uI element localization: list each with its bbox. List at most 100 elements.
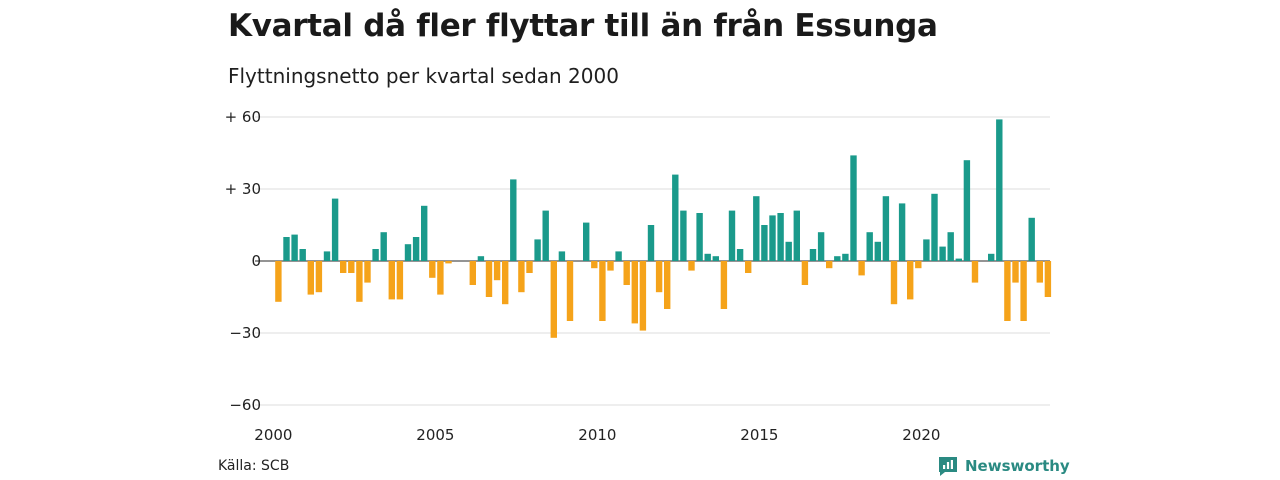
bar (583, 222, 590, 261)
bar (599, 261, 606, 321)
bar (364, 261, 371, 283)
y-tick-label: 0 (251, 252, 261, 270)
bar (275, 261, 282, 302)
bar (672, 174, 679, 261)
bar (518, 261, 525, 293)
bar (850, 155, 857, 261)
bar (736, 249, 744, 261)
bar (429, 261, 436, 278)
bar (696, 213, 703, 261)
brand-logo: Newsworthy (937, 455, 1070, 477)
bar (404, 244, 412, 261)
bar (647, 225, 655, 261)
bar (607, 261, 614, 271)
y-tick-label: −60 (229, 396, 261, 414)
bar (728, 210, 736, 261)
bar (907, 261, 914, 300)
bar (898, 203, 906, 261)
source-note: Källa: SCB (218, 458, 290, 474)
bar (380, 232, 387, 261)
bar (348, 261, 355, 273)
bar (469, 261, 476, 285)
bar (388, 261, 395, 300)
bar (1012, 261, 1019, 283)
bar (712, 256, 719, 261)
bar (655, 261, 663, 293)
bar (356, 261, 363, 302)
bar (1028, 217, 1035, 261)
bar (558, 251, 566, 261)
bar (299, 249, 306, 261)
bar (315, 261, 323, 293)
newsworthy-logo-icon (939, 457, 957, 476)
bar (1036, 261, 1043, 283)
bar (955, 258, 962, 261)
bar (485, 261, 493, 297)
bar (769, 215, 776, 261)
bar (307, 261, 314, 295)
bar (639, 261, 647, 331)
bar (477, 256, 485, 261)
bar (664, 261, 671, 309)
bar (283, 237, 290, 261)
bar (988, 253, 995, 261)
bar (493, 261, 501, 281)
x-axis-labels: 2000 2005 2010 2015 2020 (254, 426, 940, 444)
bar (858, 261, 865, 276)
bar (923, 239, 930, 261)
bar (874, 241, 881, 261)
bar (1020, 261, 1027, 321)
bar (826, 261, 833, 269)
bar (866, 232, 873, 261)
bar (834, 256, 841, 261)
bar (623, 261, 630, 285)
bar (761, 225, 768, 261)
bar (801, 261, 809, 285)
bar (971, 261, 979, 283)
y-tick-label: + 30 (225, 180, 261, 198)
bar (996, 119, 1003, 262)
y-tick-label: + 60 (225, 108, 261, 126)
bar (591, 261, 598, 269)
bar (680, 210, 687, 261)
bar (1004, 261, 1011, 321)
bars (275, 119, 1052, 338)
bar (785, 241, 792, 261)
x-tick-label: 2005 (416, 426, 454, 444)
bar (842, 253, 849, 261)
bar (502, 261, 509, 305)
bar (437, 261, 444, 295)
bar (817, 232, 825, 261)
bar (421, 205, 428, 261)
bar (890, 261, 898, 305)
bar (1044, 261, 1052, 297)
bar (809, 249, 817, 261)
bar (915, 261, 922, 269)
bar (550, 261, 557, 338)
bar (882, 196, 890, 261)
bar (931, 193, 938, 261)
bar (542, 210, 549, 261)
bar (291, 234, 298, 261)
chart-subtitle: Flyttningsnetto per kvartal sedan 2000 (228, 64, 619, 88)
bar-chart: + 60 + 30 0 −30 −60 2000 2005 2010 2015 2020 (225, 108, 1052, 444)
x-tick-label: 2015 (740, 426, 778, 444)
bar (615, 251, 622, 261)
bar (372, 249, 379, 261)
y-tick-label: −30 (229, 324, 261, 342)
bar (939, 246, 946, 261)
bar (688, 261, 695, 271)
bar (526, 261, 533, 273)
bar (631, 261, 638, 324)
chart-title: Kvartal då fler flyttar till än från Ess… (228, 8, 938, 44)
bar (412, 237, 420, 261)
bar (510, 179, 517, 261)
bar (793, 210, 800, 261)
brand-name: Newsworthy (965, 457, 1070, 475)
bar (777, 213, 784, 261)
y-axis-labels: + 60 + 30 0 −30 −60 (225, 108, 261, 414)
bar (566, 261, 574, 321)
bar (753, 196, 760, 261)
bar (323, 251, 331, 261)
bar (704, 253, 711, 261)
